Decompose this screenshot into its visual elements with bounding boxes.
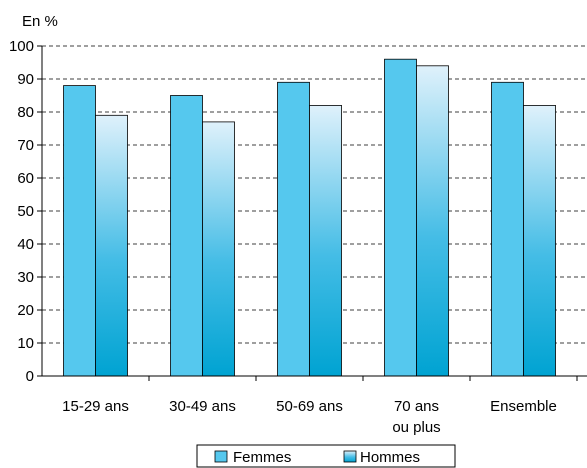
x-tick-labels: 15-29 ans 30-49 ans 50-69 ans 70 ans ou plus… [62,398,557,436]
axes [37,45,587,381]
bar-femmes [170,95,203,377]
legend: Femmes Hommes [196,444,456,468]
y-tick-labels: 0 10 20 30 40 50 60 70 80 90 100 [9,38,34,385]
x-tick-label: 30-49 ans [169,398,236,415]
bar-hommes [416,65,449,377]
x-tick-label: 50-69 ans [276,398,343,415]
bar-hommes [309,105,342,377]
legend-swatch-hommes [343,450,357,463]
x-tick-label: 70 ans [394,398,439,415]
y-tick-label: 70 [17,137,34,154]
y-tick-label: 80 [17,104,34,121]
legend-swatch-femmes [214,450,228,463]
bar-hommes [523,105,556,377]
y-tick-label: 0 [26,368,34,385]
x-tick-label: ou plus [392,419,440,436]
y-tick-label: 100 [9,38,34,55]
bar-femmes [63,85,96,377]
legend-label-hommes: Hommes [360,449,420,466]
y-unit-label: En % [22,13,58,30]
legend-label-femmes: Femmes [233,449,291,466]
bar-femmes [277,81,310,377]
bar-hommes [202,121,235,377]
y-tick-label: 40 [17,236,34,253]
x-tick-label: 15-29 ans [62,398,129,415]
bars [63,58,556,377]
bar-hommes [95,114,128,377]
y-tick-label: 20 [17,302,34,319]
y-tick-label: 60 [17,170,34,187]
bar-femmes [491,81,524,377]
x-tick-label: Ensemble [490,398,557,415]
y-tick-label: 90 [17,71,34,88]
y-tick-label: 50 [17,203,34,220]
bar-femmes [384,58,417,377]
y-tick-label: 30 [17,269,34,286]
y-tick-label: 10 [17,335,34,352]
legend-box [196,444,456,468]
